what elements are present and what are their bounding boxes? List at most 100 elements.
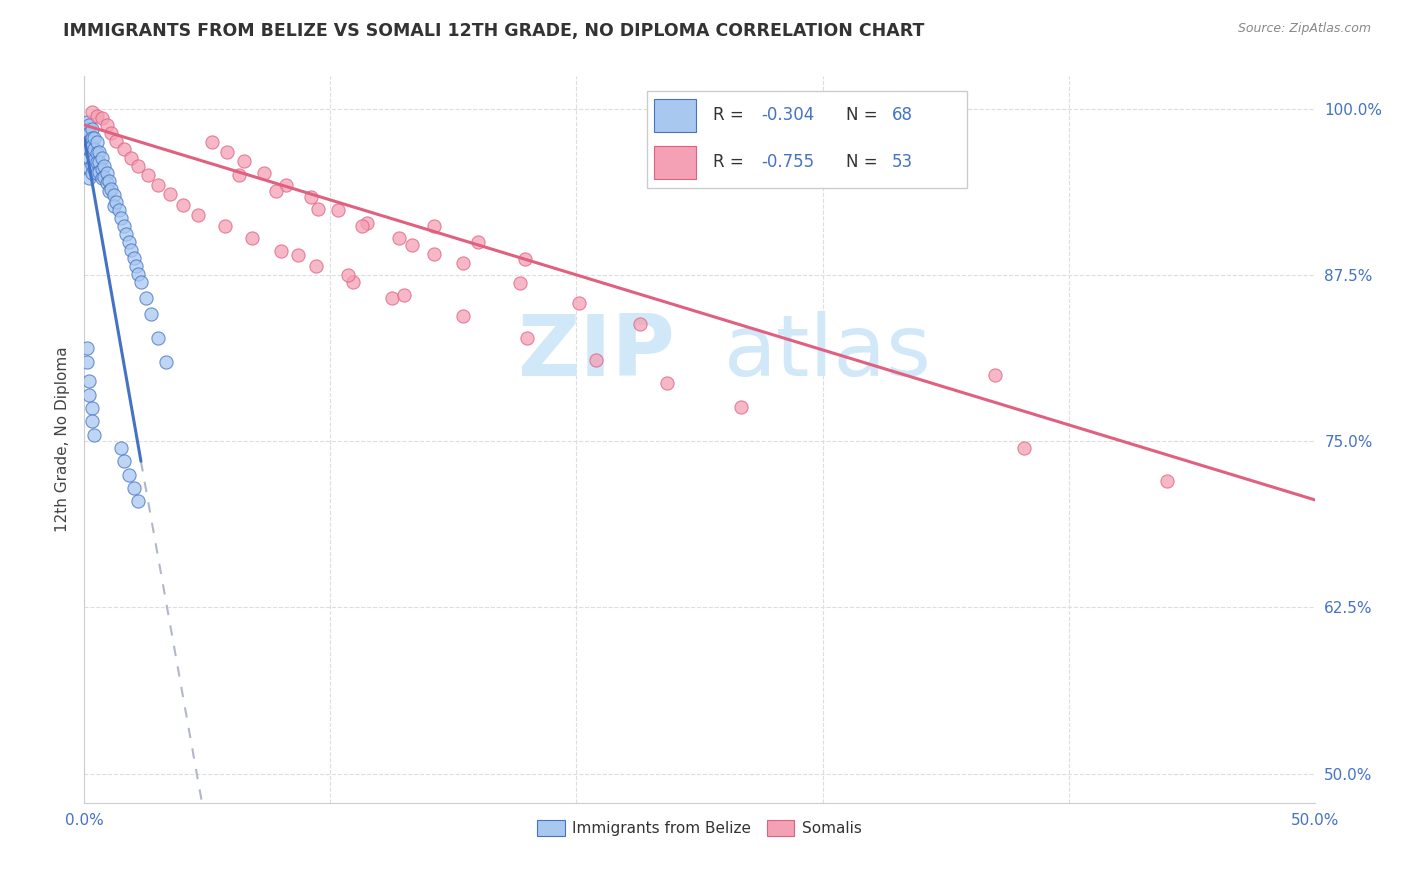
Point xyxy=(467,235,489,249)
Point xyxy=(80,147,103,161)
Point xyxy=(128,494,150,508)
Point xyxy=(423,247,446,261)
Point xyxy=(585,353,607,368)
Point xyxy=(76,128,98,143)
Point xyxy=(90,161,112,176)
Point xyxy=(80,158,103,172)
Point xyxy=(80,131,103,145)
Point xyxy=(122,251,145,265)
Point xyxy=(79,375,101,389)
Point xyxy=(1014,441,1036,455)
Point xyxy=(83,161,105,176)
Point xyxy=(90,171,112,186)
Point xyxy=(730,400,752,414)
Point xyxy=(80,122,103,136)
Point xyxy=(86,135,108,149)
Point xyxy=(96,118,118,132)
Point xyxy=(381,291,404,305)
Point xyxy=(86,166,108,180)
Point xyxy=(240,231,263,245)
Point xyxy=(307,202,329,216)
Point xyxy=(90,151,112,165)
Point xyxy=(83,153,105,167)
Point xyxy=(76,135,98,149)
Point xyxy=(79,118,101,132)
Point xyxy=(453,256,475,270)
Point xyxy=(79,171,101,186)
Point xyxy=(135,291,157,305)
Point xyxy=(326,202,349,217)
Point xyxy=(79,134,101,148)
Point xyxy=(112,142,135,156)
Point xyxy=(86,145,108,160)
Point xyxy=(513,252,536,267)
Point xyxy=(276,178,298,192)
Point xyxy=(138,169,160,183)
Point xyxy=(80,166,103,180)
Point xyxy=(87,164,111,178)
Point xyxy=(388,231,411,245)
Point xyxy=(90,112,112,126)
Point xyxy=(120,151,142,165)
Point xyxy=(80,414,103,428)
Point xyxy=(516,331,538,345)
Point xyxy=(105,134,128,148)
Point xyxy=(98,174,120,188)
Point xyxy=(228,169,250,183)
Point xyxy=(214,219,236,233)
Text: IMMIGRANTS FROM BELIZE VS SOMALI 12TH GRADE, NO DIPLOMA CORRELATION CHART: IMMIGRANTS FROM BELIZE VS SOMALI 12TH GR… xyxy=(63,22,925,40)
Point xyxy=(352,219,374,233)
Point xyxy=(148,331,170,345)
Point xyxy=(128,267,150,281)
Point xyxy=(103,199,125,213)
Point xyxy=(76,115,98,129)
Point xyxy=(79,126,101,140)
Point xyxy=(233,153,256,168)
Point xyxy=(110,211,132,225)
Point xyxy=(125,259,148,273)
Point xyxy=(129,275,152,289)
Point xyxy=(266,185,288,199)
Point xyxy=(105,195,128,210)
Point xyxy=(76,122,98,136)
Point xyxy=(108,202,131,217)
Point xyxy=(159,187,181,202)
Point xyxy=(186,208,209,222)
Point xyxy=(86,155,108,169)
Point xyxy=(128,159,150,173)
Point xyxy=(270,244,292,259)
Point xyxy=(76,341,98,355)
Point xyxy=(112,219,135,233)
Point xyxy=(80,104,103,119)
Point xyxy=(96,166,118,180)
Point xyxy=(253,166,276,180)
Point xyxy=(172,198,194,212)
Point xyxy=(509,276,531,290)
Point xyxy=(112,454,135,468)
Point xyxy=(217,145,239,159)
Point xyxy=(93,159,115,173)
Point xyxy=(80,139,103,153)
Point xyxy=(87,145,111,159)
Point xyxy=(201,135,224,149)
Point xyxy=(83,131,105,145)
Point xyxy=(79,161,101,175)
Point xyxy=(96,177,118,191)
Y-axis label: 12th Grade, No Diploma: 12th Grade, No Diploma xyxy=(55,346,70,533)
Point xyxy=(299,190,322,204)
Point xyxy=(401,237,423,252)
Point xyxy=(122,481,145,495)
Point xyxy=(93,169,115,184)
Point xyxy=(120,243,142,257)
Point xyxy=(305,259,328,273)
Point xyxy=(86,109,108,123)
Point xyxy=(657,376,679,390)
Point xyxy=(984,368,1007,382)
Point xyxy=(336,268,359,282)
Text: atlas: atlas xyxy=(724,310,932,393)
Text: ZIP: ZIP xyxy=(517,310,675,393)
Point xyxy=(100,182,122,196)
Point xyxy=(115,227,138,241)
Point xyxy=(103,188,125,202)
Point xyxy=(394,288,416,302)
